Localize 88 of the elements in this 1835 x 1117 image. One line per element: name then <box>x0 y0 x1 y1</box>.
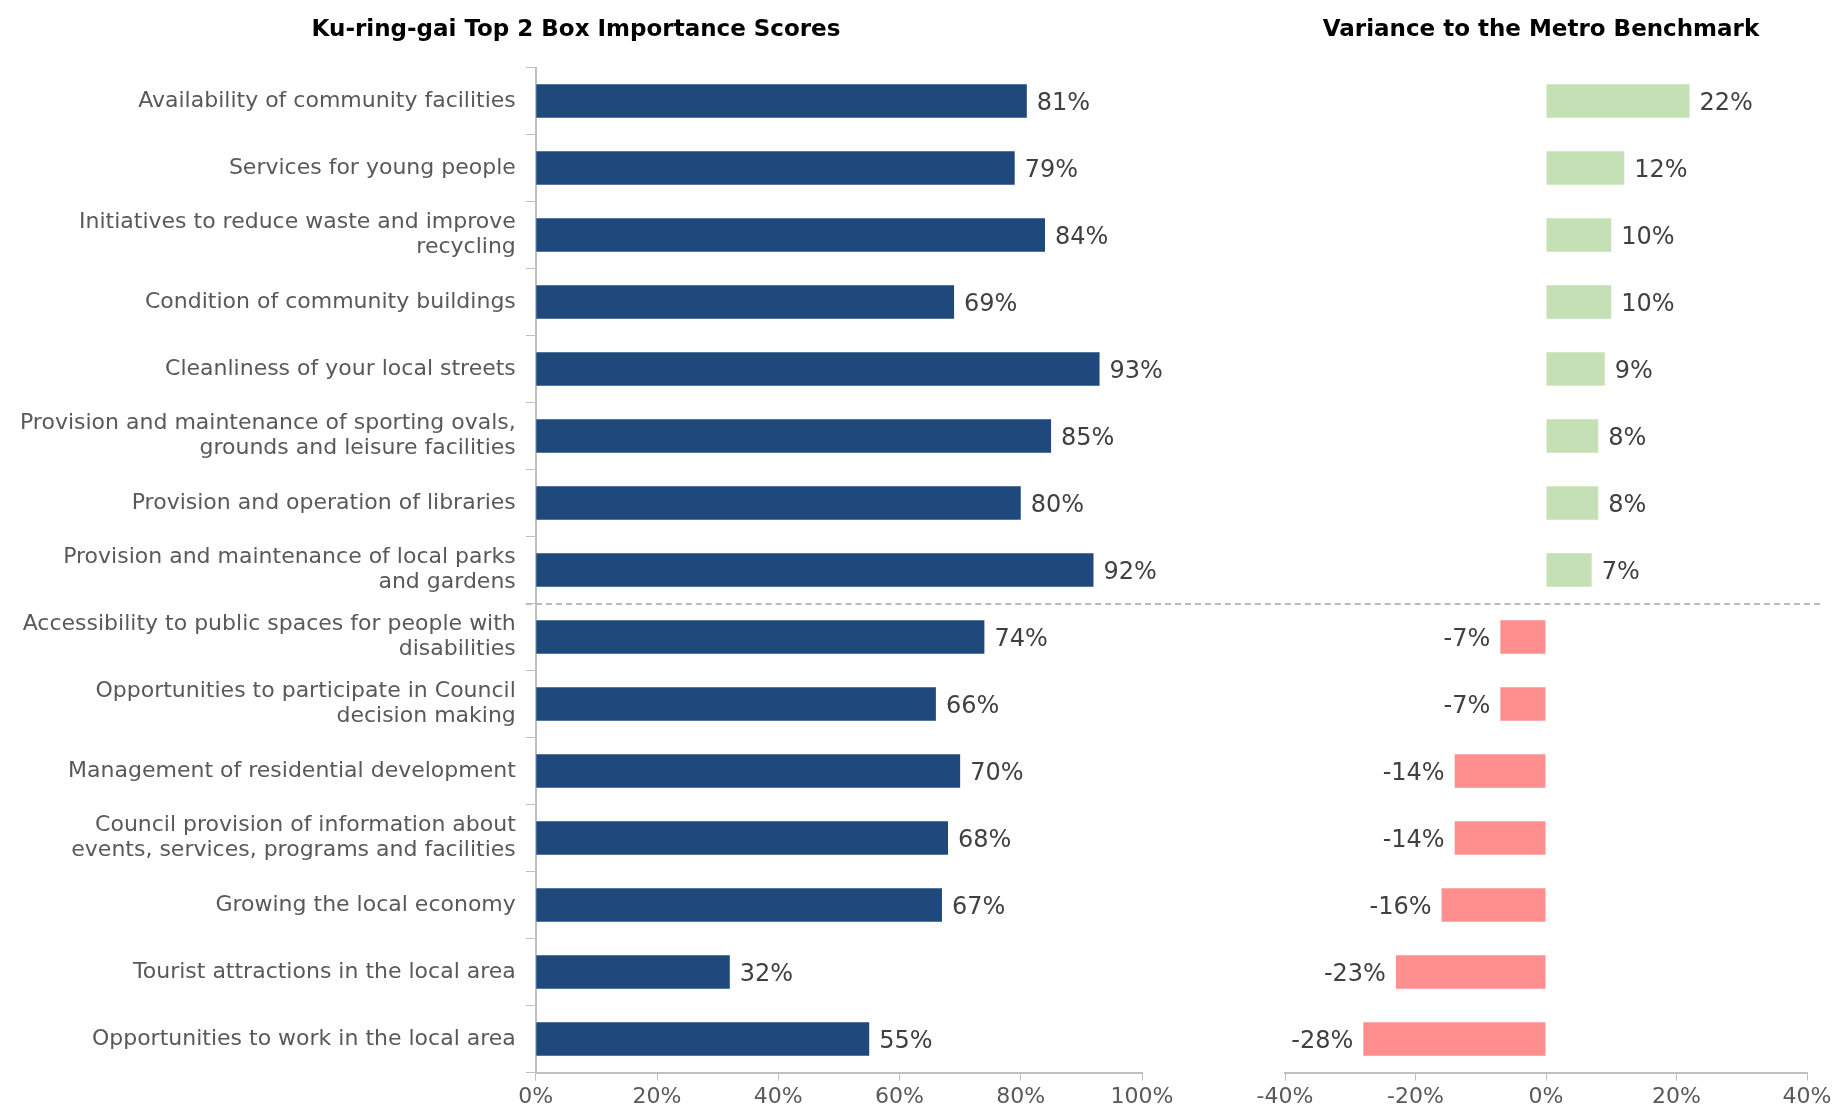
y-tick-label: Provision and maintenance of local parks and gardens <box>63 543 516 594</box>
bar <box>536 553 1094 587</box>
bar <box>536 1022 870 1056</box>
y-tick-label: Council provision of information about events, services, programs and facilities <box>71 811 517 862</box>
data-label: -23% <box>1323 959 1386 988</box>
data-label: 12% <box>1634 155 1688 184</box>
y-tick-label: Cleanliness of your local streets <box>165 354 516 380</box>
data-label: 7% <box>1601 557 1640 586</box>
data-label: 66% <box>945 691 1000 720</box>
bar <box>536 821 949 855</box>
data-label: 22% <box>1699 88 1753 117</box>
y-tick-label: Opportunities to participate in Council decision making <box>95 677 516 728</box>
data-label: 32% <box>739 959 794 988</box>
bar <box>1546 352 1605 386</box>
data-label: 74% <box>994 624 1048 653</box>
bar <box>1500 687 1546 721</box>
bar <box>536 285 955 319</box>
y-tick-label: Provision and maintenance of sporting ovals, grounds and leisure facilities <box>19 409 516 460</box>
x-tick-label: 0% <box>518 1082 554 1108</box>
y-tick-label: Services for young people <box>228 153 516 179</box>
data-label: 10% <box>1621 222 1675 251</box>
y-tick-label: Growing the local economy <box>215 890 516 916</box>
bar <box>536 620 985 654</box>
y-tick-label: Tourist attractions in the local area <box>132 957 516 983</box>
data-label: 55% <box>879 1026 933 1055</box>
data-label: -14% <box>1382 758 1445 787</box>
x-tick-label: -20% <box>1387 1082 1444 1108</box>
data-label: 9% <box>1614 356 1653 385</box>
data-label: 92% <box>1103 557 1157 586</box>
x-tick-label: 40% <box>753 1082 803 1108</box>
bar <box>1454 754 1546 788</box>
bar <box>1441 888 1546 922</box>
data-label: 69% <box>964 289 1018 318</box>
bar <box>536 419 1052 453</box>
x-tick-label: 60% <box>875 1082 924 1108</box>
bar <box>1546 419 1599 453</box>
bar <box>536 754 961 788</box>
bar <box>1500 620 1546 654</box>
chart-title: Variance to the Metro Benchmark <box>1322 14 1760 41</box>
x-tick-label: 40% <box>1782 1082 1832 1108</box>
data-label: 79% <box>1024 155 1079 184</box>
y-tick-label: Initiatives to reduce waste and improve recycling <box>79 208 516 259</box>
x-tick-label: 100% <box>1110 1082 1174 1108</box>
data-label: -14% <box>1382 825 1445 854</box>
bar <box>1546 218 1612 252</box>
data-label: 8% <box>1608 490 1647 519</box>
data-label: 93% <box>1109 356 1163 385</box>
data-label: -28% <box>1291 1026 1354 1055</box>
y-tick-label: Provision and operation of libraries <box>131 488 516 514</box>
data-label: 67% <box>951 892 1006 921</box>
bar <box>1395 955 1546 989</box>
x-tick-label: 20% <box>632 1082 682 1108</box>
data-label: 10% <box>1621 289 1675 318</box>
data-label: -7% <box>1443 691 1491 720</box>
data-label: -16% <box>1369 892 1432 921</box>
bar <box>1546 84 1690 118</box>
bar <box>1363 1022 1546 1056</box>
x-tick-label: 0% <box>1528 1082 1564 1108</box>
bar <box>1546 486 1599 520</box>
data-label: 70% <box>970 758 1024 787</box>
data-label: 68% <box>958 825 1012 854</box>
y-tick-label: Accessibility to public spaces for people with disabilities <box>22 610 516 661</box>
bar <box>1546 553 1592 587</box>
bar <box>536 955 730 989</box>
bar <box>536 151 1015 185</box>
data-label: 84% <box>1055 222 1109 251</box>
bar <box>536 84 1027 118</box>
bar <box>536 687 936 721</box>
bar <box>536 888 942 922</box>
bar <box>536 486 1021 520</box>
y-tick-label: Opportunities to work in the local area <box>91 1024 516 1050</box>
bar <box>536 352 1100 386</box>
data-label: 8% <box>1608 423 1647 452</box>
x-tick-label: -40% <box>1256 1082 1314 1108</box>
data-label: 85% <box>1061 423 1115 452</box>
bar <box>1546 151 1625 185</box>
bar <box>536 218 1046 252</box>
bar <box>1454 821 1546 855</box>
bar <box>1546 285 1612 319</box>
y-tick-label: Management of residential development <box>68 756 517 782</box>
x-tick-label: 80% <box>996 1082 1046 1108</box>
y-tick-label: Condition of community buildings <box>144 287 516 313</box>
data-label: 81% <box>1036 88 1091 117</box>
data-label: -7% <box>1443 624 1491 653</box>
y-tick-label: Availability of community facilities <box>138 86 516 112</box>
x-tick-label: 20% <box>1652 1082 1701 1108</box>
chart-title: Ku-ring-gai Top 2 Box Importance Scores <box>311 14 841 41</box>
data-label: 80% <box>1030 490 1085 519</box>
